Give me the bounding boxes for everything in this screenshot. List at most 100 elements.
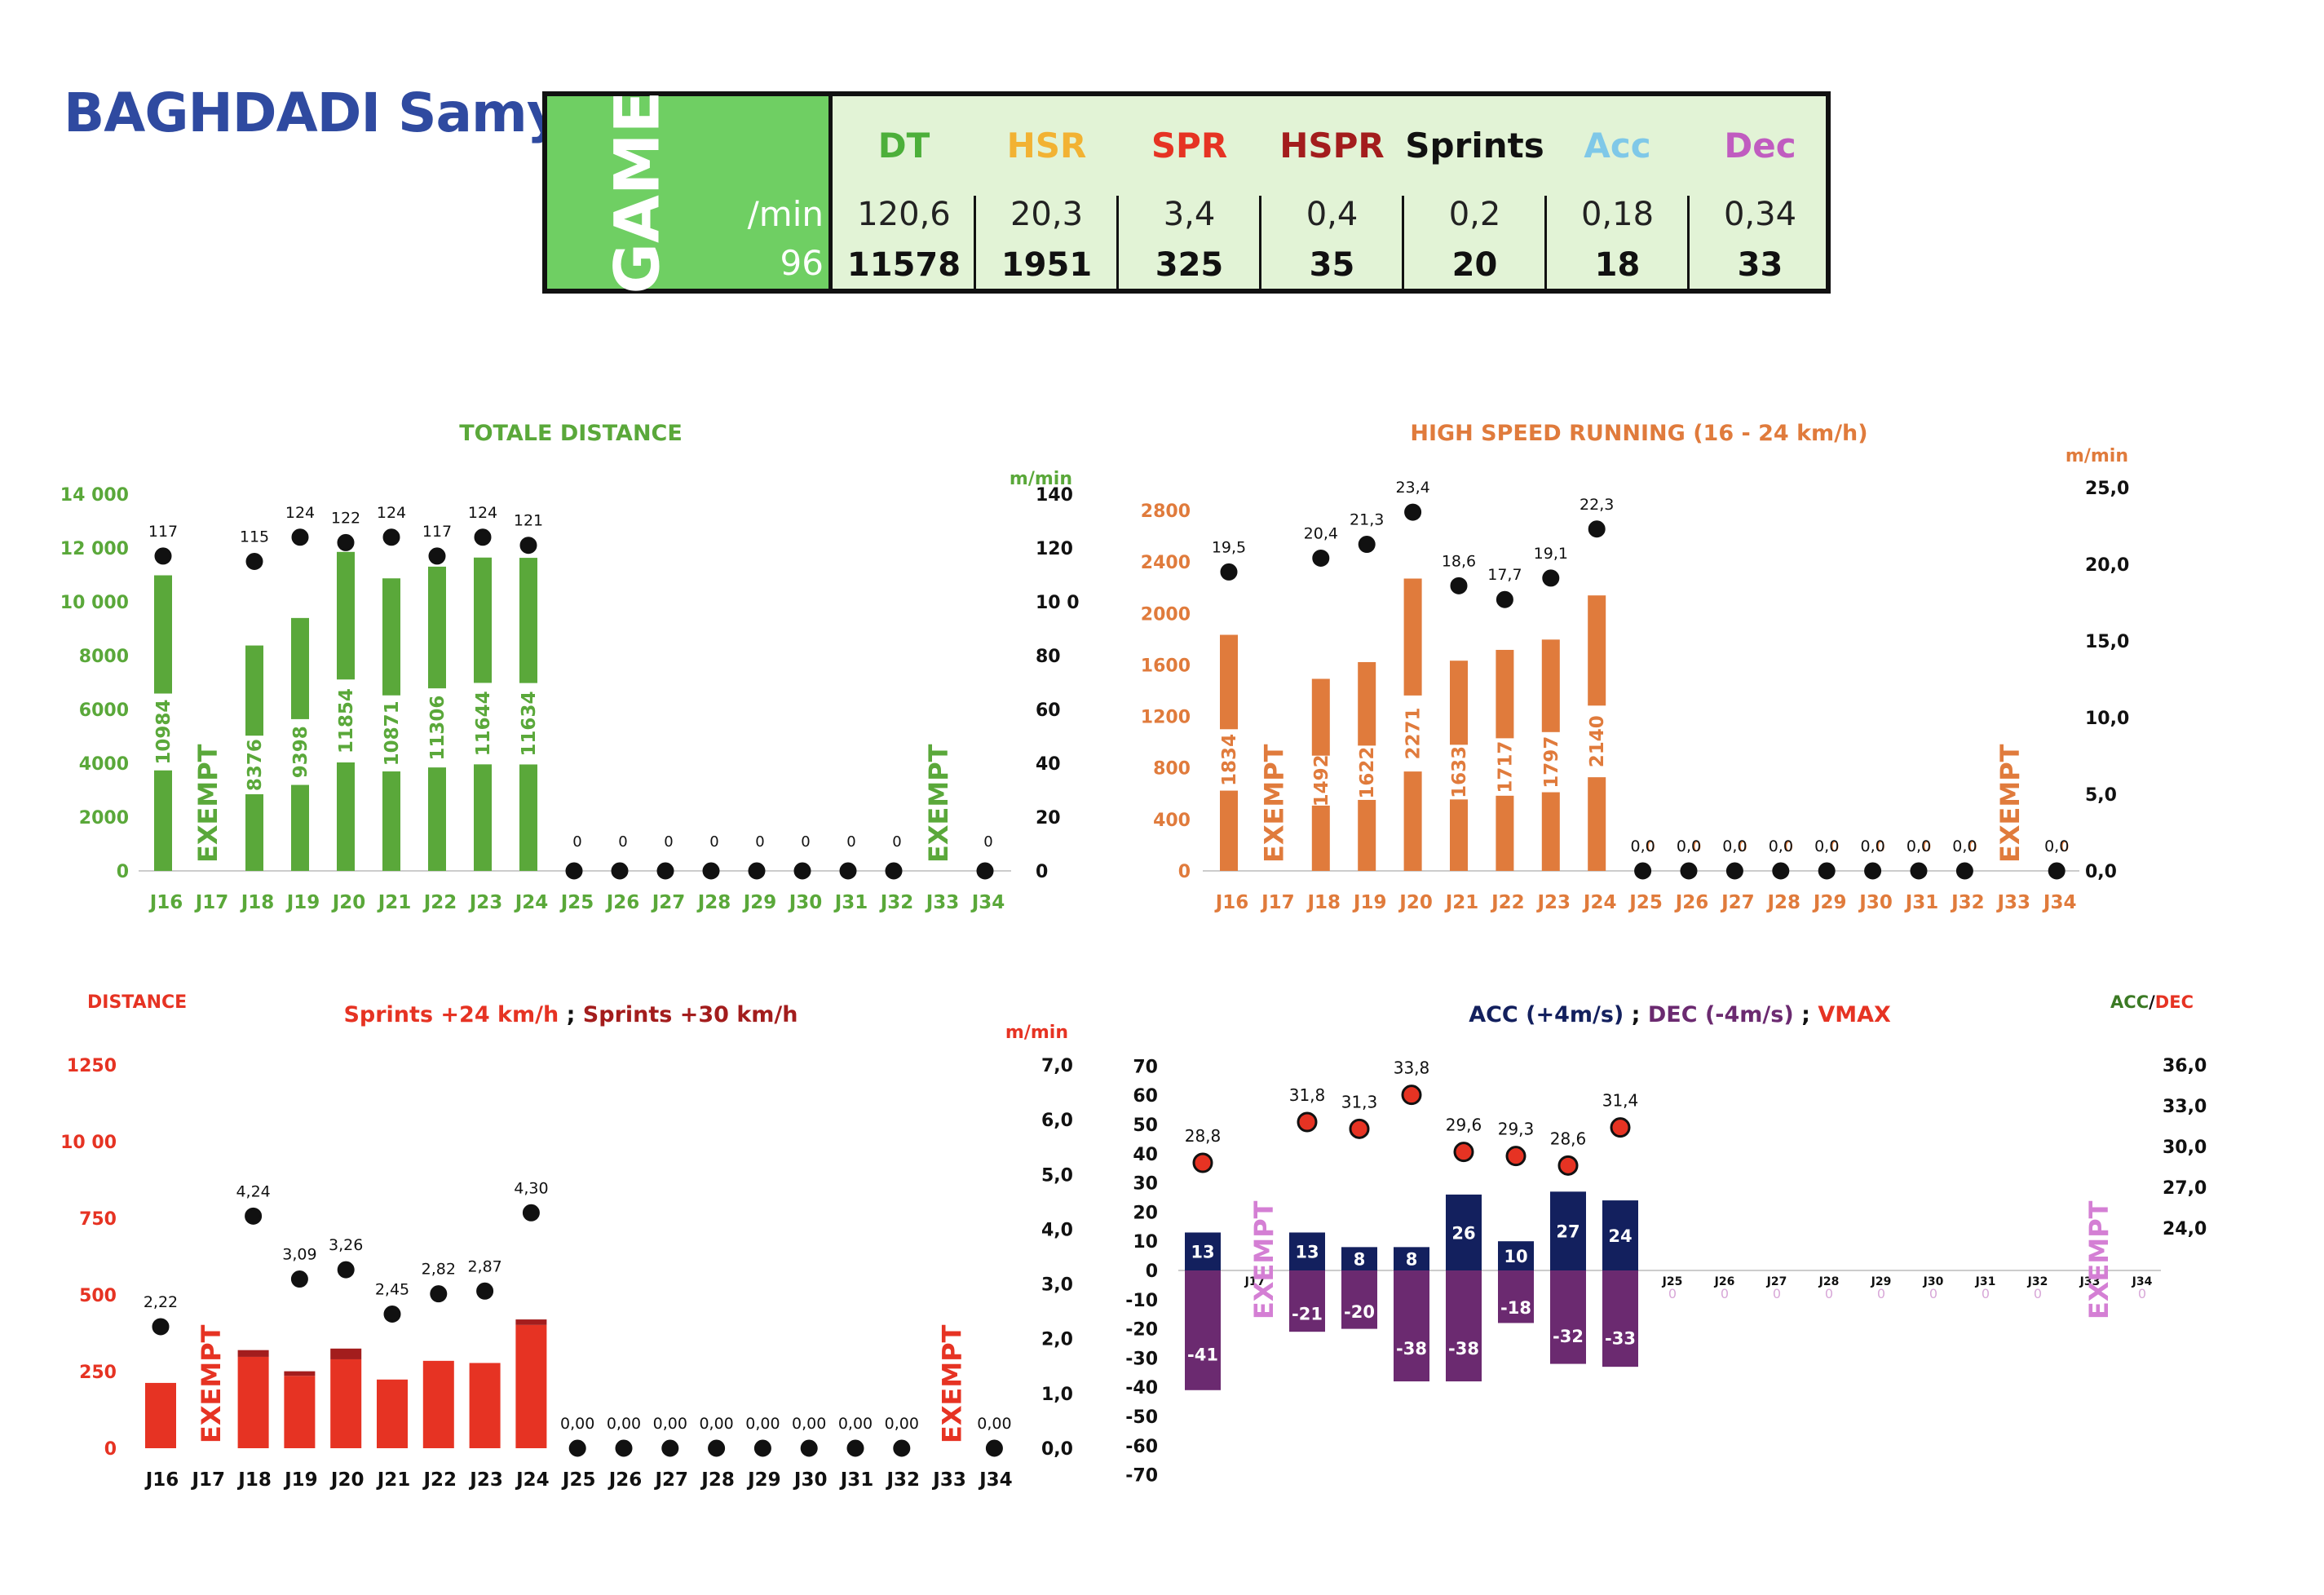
x-tick: J24 — [514, 892, 549, 913]
exempt-label: EXEMPT — [1248, 1200, 1279, 1319]
rate-label: 23,4 — [1395, 479, 1429, 497]
bar-value-label: 11644 — [473, 691, 494, 756]
bar-value-label: 10871 — [382, 700, 403, 766]
y-tick: 14 000 — [60, 485, 129, 506]
rate-marker — [748, 862, 766, 880]
x-tick: J31 — [1975, 1275, 1996, 1288]
dec-value-label: 0 — [2034, 1286, 2042, 1301]
bar-value-label: 0 — [618, 833, 627, 851]
metric-total-hspr: 35 — [1309, 246, 1355, 284]
bar — [422, 1360, 454, 1448]
metric-total-dt: 11578 — [846, 246, 961, 284]
acc-value-label: 10 — [1504, 1247, 1527, 1266]
rate-marker — [152, 1318, 170, 1336]
bar-value-label: 0 — [1646, 839, 1655, 855]
rate-marker — [1404, 503, 1422, 521]
y-tick: 0 — [117, 862, 129, 882]
rate-marker — [976, 862, 994, 880]
bar-label-bg — [152, 693, 174, 771]
rate-label: 0,0 — [1630, 837, 1655, 855]
y-tick: 1200 — [1141, 708, 1191, 728]
x-tick: J26 — [1674, 892, 1709, 913]
metric-label-dt: DT — [877, 126, 930, 166]
bar-value-label: 0 — [664, 833, 673, 851]
y-tick: 1600 — [1141, 656, 1191, 676]
x-tick: J32 — [879, 892, 914, 913]
metric-per-min-hspr: 0,4 — [1306, 196, 1359, 233]
bar-value-label: 1633 — [1449, 746, 1470, 798]
vmax-label: 31,8 — [1289, 1085, 1326, 1105]
x-tick: J30 — [793, 1469, 828, 1491]
bar-value-label: 0 — [983, 833, 992, 851]
y2-tick: 25,0 — [2085, 479, 2129, 499]
x-tick: J17 — [1244, 1275, 1266, 1288]
y-tick: 6000 — [79, 700, 129, 721]
dec-value-label: -33 — [1605, 1329, 1636, 1349]
rate-label: 0,00 — [977, 1415, 1011, 1433]
x-tick: J21 — [1444, 892, 1479, 913]
y-tick: -60 — [1125, 1437, 1158, 1457]
exempt-label: EXEMPT — [923, 744, 954, 863]
y-tick: -20 — [1125, 1320, 1158, 1341]
y2-tick: 7,0 — [1041, 1056, 1073, 1076]
x-tick: J25 — [1662, 1275, 1683, 1288]
x-tick: J27 — [651, 892, 686, 913]
dec-value-label: 0 — [1877, 1286, 1885, 1301]
x-tick: J26 — [1714, 1275, 1735, 1288]
x-tick: J30 — [788, 892, 823, 913]
rate-marker — [337, 533, 355, 551]
rate-marker — [793, 862, 811, 880]
acc-bar — [1289, 1232, 1325, 1270]
y2-tick: 120 — [1036, 539, 1073, 559]
rate-marker — [1864, 862, 1882, 880]
bar-segment — [330, 1348, 362, 1359]
x-tick: J19 — [1352, 892, 1387, 913]
y-tick: 30 — [1133, 1174, 1158, 1195]
acc-bar — [1446, 1194, 1482, 1270]
rate-marker — [245, 553, 263, 570]
x-tick: J18 — [236, 1469, 272, 1491]
metric-separator — [1544, 196, 1547, 292]
rate-label: 0,00 — [653, 1415, 687, 1433]
bar-label-bg — [1310, 755, 1332, 806]
bar-label-bg — [1356, 745, 1378, 800]
rate-label: 0,0 — [1814, 837, 1839, 855]
rate-marker — [1772, 862, 1790, 880]
x-tick: J28 — [1818, 1275, 1840, 1288]
rate-marker — [1358, 536, 1376, 554]
x-tick: J33 — [925, 892, 960, 913]
y2-tick: 2,0 — [1041, 1330, 1073, 1350]
rate-marker — [893, 1439, 911, 1457]
y2-tick: 40 — [1036, 754, 1061, 775]
metric-total-hsr: 1951 — [1001, 246, 1093, 284]
x-tick: J32 — [886, 1469, 921, 1491]
bar-label-bg — [518, 683, 539, 765]
y2-tick: 24,0 — [2163, 1219, 2207, 1239]
vmax-label: 31,4 — [1602, 1091, 1639, 1111]
rate-marker — [522, 1204, 540, 1222]
bar-label-bg — [244, 736, 265, 795]
dec-value-label: 0 — [1721, 1286, 1729, 1301]
x-tick: J27 — [1766, 1275, 1787, 1288]
rate-marker — [611, 862, 629, 880]
bar — [515, 1324, 547, 1448]
y2-tick: 1,0 — [1041, 1385, 1073, 1405]
x-tick: J16 — [148, 892, 183, 913]
acc-bar — [1602, 1200, 1638, 1270]
y2-tick: 20,0 — [2085, 555, 2129, 576]
x-tick: J22 — [422, 892, 457, 913]
y-tick: 400 — [1153, 811, 1191, 831]
rate-marker — [1542, 569, 1560, 587]
x-tick: J25 — [1628, 892, 1663, 913]
bar — [377, 1379, 408, 1448]
x-tick: J29 — [1871, 1275, 1892, 1288]
rate-marker — [702, 862, 720, 880]
rate-label: 3,26 — [329, 1236, 363, 1254]
metric-per-min-dec: 0,34 — [1723, 196, 1797, 233]
dec-value-label: -38 — [1396, 1339, 1427, 1359]
x-tick: J22 — [422, 1469, 457, 1491]
dec-bar — [1289, 1270, 1325, 1332]
rate-label: 121 — [514, 512, 543, 530]
y-tick: 2000 — [1141, 604, 1191, 625]
rate-marker — [1496, 590, 1513, 608]
